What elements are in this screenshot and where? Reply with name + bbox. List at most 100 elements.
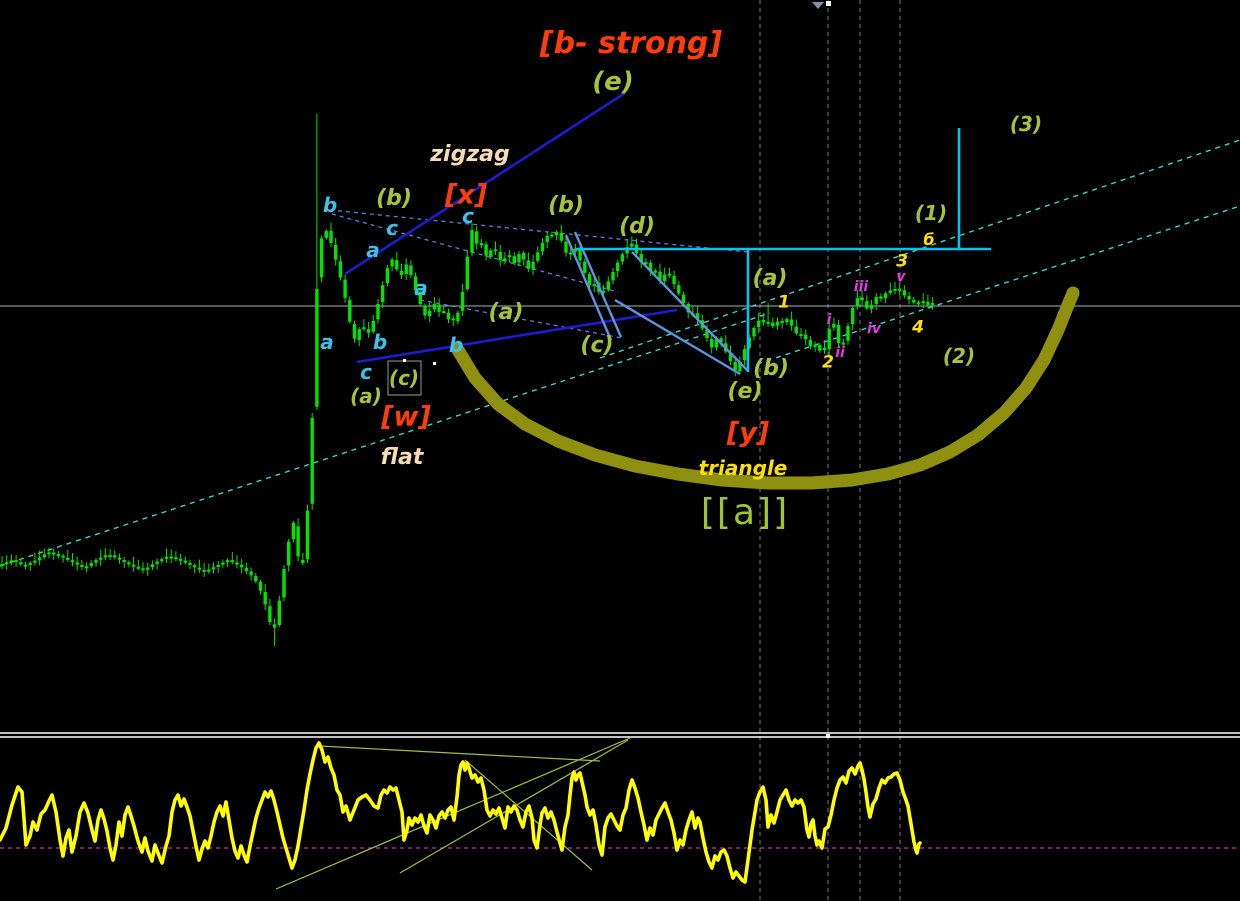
candle-body [648, 262, 653, 272]
candle-body [254, 576, 258, 582]
candle-body [155, 561, 159, 565]
candle-body [587, 274, 592, 285]
candle-body [888, 290, 892, 293]
candle-body [5, 562, 9, 565]
candle-body [305, 510, 310, 560]
candle-body [522, 253, 526, 260]
candle-body [578, 249, 582, 261]
candle-body [569, 252, 573, 255]
candle-body [554, 232, 559, 236]
candle-body [902, 290, 907, 296]
candle-body [926, 301, 930, 305]
candle-body [413, 276, 418, 290]
candle-body [550, 234, 554, 237]
candle-body [296, 526, 300, 557]
candle-body [517, 254, 521, 263]
candle-body [827, 329, 831, 350]
candle-body [710, 339, 714, 348]
candle-body [33, 560, 37, 563]
candle-body [42, 554, 46, 558]
candle-body [611, 272, 615, 281]
label-selection-box[interactable] [387, 360, 422, 396]
candle-body [907, 295, 911, 300]
candle-body [893, 289, 897, 291]
candle-body [70, 560, 75, 563]
candle-body [498, 252, 502, 261]
candle-body [160, 559, 164, 562]
candle-body [625, 247, 629, 254]
olive-arc-highlight [451, 286, 1080, 490]
candle-body [898, 288, 902, 291]
candle-body [348, 300, 352, 322]
candle-body [338, 261, 343, 278]
candle-body [465, 256, 469, 290]
candle-body [667, 273, 672, 276]
anchor-dot [433, 362, 436, 365]
candle-body [301, 560, 305, 564]
candle-body [84, 566, 89, 569]
candle-body [869, 305, 874, 310]
candle-body [371, 321, 375, 332]
candle-body [526, 260, 531, 269]
candle-body [540, 243, 545, 252]
candle-body [728, 352, 733, 361]
candle-body [752, 328, 756, 337]
candle-body [131, 564, 136, 567]
candle-body [56, 554, 61, 557]
candle-body [785, 319, 789, 323]
candle-body [545, 235, 549, 242]
candle-body [738, 361, 742, 372]
candle-body [352, 324, 357, 339]
candle-body [277, 600, 281, 625]
candle-body [47, 552, 51, 555]
candle-body [268, 606, 272, 623]
candle-body [742, 349, 747, 361]
candle-body [409, 265, 413, 276]
candle-body [169, 556, 173, 559]
candle-body [804, 334, 808, 340]
candle-body [663, 274, 667, 281]
candle-body [216, 564, 220, 567]
candle-body [334, 244, 338, 260]
candle-body [66, 557, 70, 560]
candle-body [376, 304, 380, 320]
candle-body [390, 259, 394, 267]
candle-body [475, 231, 479, 244]
candle-body [592, 284, 596, 287]
candle-body [620, 254, 625, 262]
candle-body [930, 303, 935, 306]
candle-body [61, 555, 65, 558]
candle-body [493, 249, 498, 252]
candle-body [503, 258, 507, 262]
candlestick-series [0, 114, 935, 646]
candle-body [188, 562, 192, 565]
candle-body [658, 271, 662, 280]
candle-body [874, 297, 878, 304]
candle-body [282, 569, 286, 598]
candle-body [103, 555, 108, 558]
candle-body [164, 556, 169, 559]
candle-body [771, 322, 775, 327]
candle-body [310, 418, 314, 504]
channel-trendline [614, 298, 741, 376]
candle-body [19, 562, 23, 565]
candle-body [536, 252, 540, 261]
candle-body [883, 293, 888, 299]
candle-body [207, 569, 211, 572]
candle-body [136, 566, 140, 569]
scroll-position-marker[interactable] [812, 2, 824, 9]
candle-body [263, 592, 267, 605]
channel-trendline [631, 251, 749, 372]
candle-body [780, 321, 784, 323]
blue-dashed-trendline [331, 213, 619, 293]
candle-body [174, 557, 178, 560]
candle-body [117, 557, 122, 560]
candle-body [865, 301, 869, 309]
navy-trendline [344, 91, 626, 276]
candle-body [921, 301, 925, 304]
candle-body [479, 243, 484, 246]
candle-body [75, 562, 79, 565]
candle-body [240, 564, 244, 568]
